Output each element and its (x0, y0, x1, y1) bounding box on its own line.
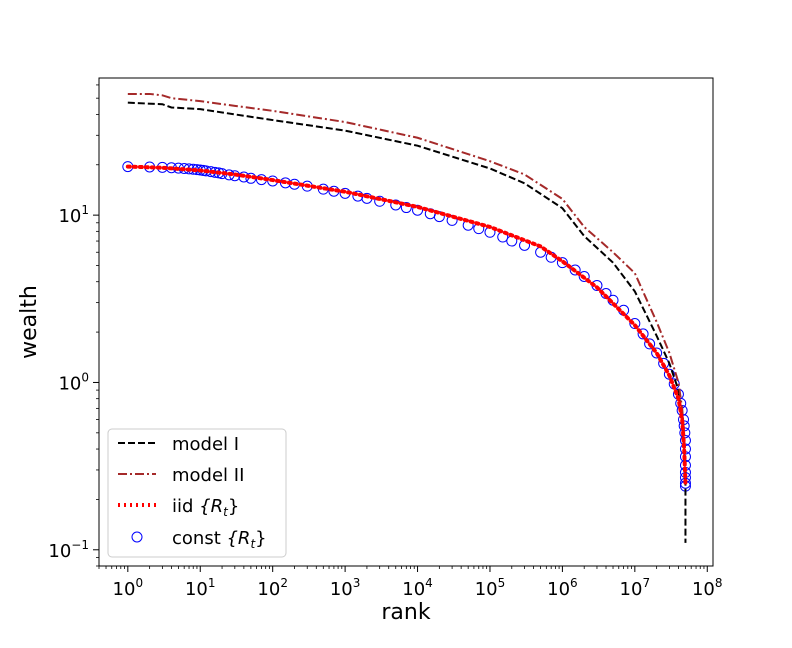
point-const-r-t (637, 328, 649, 340)
x-tick-label: 108 (692, 576, 723, 600)
y-tick-label: 100 (58, 370, 89, 394)
x-tick-base: 10 (620, 579, 643, 600)
legend-label-const-prefix: const (172, 528, 226, 549)
y-tick-base: 10 (58, 373, 81, 394)
x-tick-base: 10 (692, 579, 715, 600)
y-axis-label: wealth (17, 285, 42, 359)
point-const-r-t (629, 318, 641, 330)
x-tick-label: 106 (547, 576, 578, 600)
legend-swatch-const (131, 531, 143, 543)
y-tick-base: 10 (48, 541, 71, 562)
legend-box (107, 428, 287, 558)
legend-label-const-sub: t (250, 537, 256, 551)
plot-frame (98, 77, 714, 567)
legend-label-iid-math: {R (199, 496, 223, 517)
x-tick-label: 107 (620, 576, 651, 600)
point-const-r-t (400, 202, 412, 214)
legend-label-const-close: } (255, 528, 266, 549)
x-tick-label: 105 (475, 576, 506, 600)
point-const-r-t (412, 204, 424, 216)
x-tick-exp: 8 (715, 576, 723, 590)
x-tick-base: 10 (113, 579, 136, 600)
y-tick-label: 101 (58, 203, 89, 227)
legend-label-iid-sub: t (223, 505, 229, 519)
x-axis-label: rank (381, 600, 430, 625)
x-tick-exp: 5 (498, 576, 506, 590)
x-tick-label: 104 (402, 576, 433, 600)
legend-label-iid-close: } (228, 496, 239, 517)
series-layer (122, 92, 691, 543)
legend-label-iid-prefix: iid (172, 496, 199, 517)
x-tick-base: 10 (257, 579, 280, 600)
x-tick-label: 103 (330, 576, 361, 600)
legend-label-const: const {Rt} (172, 528, 267, 551)
x-tick-exp: 2 (280, 576, 288, 590)
x-tick-base: 10 (330, 579, 353, 600)
point-const-r-t (578, 270, 590, 282)
x-tick-base: 10 (475, 579, 498, 600)
x-tick-exp: 1 (208, 576, 216, 590)
legend-label-model-2: model II (172, 465, 244, 486)
point-const-r-t (651, 347, 663, 359)
y-tick-exp: 0 (81, 370, 89, 384)
point-const-r-t (569, 264, 581, 276)
point-const-r-t (663, 368, 675, 380)
y-tick-exp: −1 (71, 538, 89, 552)
x-tick-exp: 7 (642, 576, 650, 590)
series-line-model-i (127, 101, 687, 543)
x-tick-label: 102 (257, 576, 288, 600)
y-tick-label: 10−1 (48, 538, 89, 562)
y-tick-exp: 1 (81, 203, 89, 217)
legend: model I model II iid {Rt} const {Rt} (107, 428, 287, 558)
series-line-iid-r-t (125, 164, 688, 486)
legend-label-model-1: model I (172, 434, 239, 455)
x-tick-label: 101 (185, 576, 216, 600)
legend-label-iid: iid {Rt} (172, 496, 239, 519)
series-line-model-ii (127, 92, 687, 470)
x-tick-exp: 3 (353, 576, 361, 590)
x-tick-base: 10 (402, 579, 425, 600)
x-tick-exp: 6 (570, 576, 578, 590)
point-const-r-t (644, 338, 656, 350)
legend-label-const-math: {R (226, 528, 250, 549)
y-tick-base: 10 (58, 206, 81, 227)
x-tick-exp: 0 (135, 576, 143, 590)
x-tick-base: 10 (547, 579, 570, 600)
x-tick-label: 100 (113, 576, 144, 600)
point-const-r-t (556, 257, 568, 269)
x-tick-exp: 4 (425, 576, 433, 590)
x-tick-base: 10 (185, 579, 208, 600)
